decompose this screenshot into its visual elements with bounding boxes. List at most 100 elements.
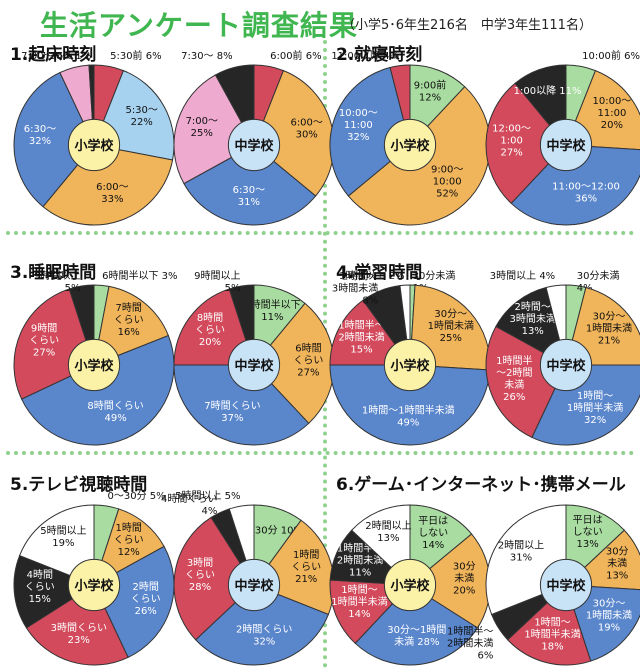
slice-label: 7:30～ 8% [181,51,233,62]
section-title-sleep: 3.睡眠時間 [10,263,97,283]
slice-label: 2時間くらい 26% [131,581,161,617]
pie-center [67,338,121,392]
pie-chart-11: 平日はしない 14%30分未満 20% 30分～1時間未満 28%1時間～ 1時間半未満… [329,504,491,666]
slice-label: 6時間くらい 27% [293,342,323,378]
slice-label: 6時間半以下 3% [102,269,177,282]
pie-slice [173,74,255,185]
slice-label: 30分未満 4% [577,270,620,294]
pie-chart-4: 10:00前 6% 10:00～ 11:00 20% 11:00～12:00 36% 12:… [485,49,640,226]
pie-chart-5: 6時間半以下 3% 7時間くらい 16% 8時間くらい 49% 9時間くらい 27% 9時間以… [13,269,178,446]
pie-center-label: 中学校 [546,578,586,594]
pie-slice [173,516,255,641]
slice-label: 6:00～ 30% [290,118,322,141]
pie-center-label: 小学校 [390,358,430,374]
pie-slice [329,364,491,446]
slice-label: 1:00以降 11% [514,84,582,97]
pie-slice [253,69,335,197]
slice-label: 3時間くらい 23% [51,622,107,646]
slice-label: 1時間くらい 12% [114,522,144,558]
pie-center [539,338,593,392]
pie-slice [354,584,479,666]
slice-label: 30分～ 1時間未満 25% [428,308,474,344]
slice-label: 1時間半～ 2時間未満 6% [447,624,493,661]
pie-chart-12: 平日はしない 13%30分未満 13% 30分～ 1時間未満 19%1時間～ 1時間半未満 1… [447,504,640,666]
slice-label: 6:00前 6% [270,49,322,62]
slice-label: 1時間半～2時間未満 26% [496,354,532,403]
slice-label: 2時間以上 13% [365,520,411,544]
pie-chart-1: 5:30前 6% 5:30～ 22% 6:00～ 33% 6:30～ 32% 7:00～ 6%… [13,49,175,226]
pie-slice [173,364,310,446]
pie-center-label: 中学校 [546,138,586,154]
slice-label: 平日はしない 13% [573,514,603,550]
section-title-study: 4.学習時間 [336,263,423,283]
pie-slice [93,285,170,366]
pie-chart-9: 0～30分 5% 1時間くらい 12% 2時間くらい 26% 3時間くらい 23% 4時間くら… [13,490,175,666]
slice-label: 9時間以上 5% [194,270,240,294]
slice-label: 5:30前 6% [110,49,162,62]
page-title: 生活アンケート調査結果 [40,9,358,42]
page-subtitle: （小学5･6年生216名 中学3年生111名） [342,18,592,33]
pie-chart-2: 6:00前 6% 6:00～ 30% 6:30～ 31% 7:00～ 25% 7:30～ 8%… [173,49,335,226]
pie-center-label: 中学校 [546,358,586,374]
slice-label: 4時間くらい 4% [161,493,217,517]
pie-slice [565,286,640,366]
slice-label: 2時間～ 3時間未満 13% [510,301,556,337]
pie-center [67,118,121,172]
pie-center [383,338,437,392]
section-title-wake: 1.起床時刻 [10,45,97,65]
slice-label: 5時間以上 5% [175,490,240,502]
slice-label: 30分～1時間未満 28% [387,624,446,648]
slice-label: 1時間～ 1時間半未満 14% [331,584,387,620]
slice-label: 11:00以降 4% [331,49,399,62]
pie-center-label: 中学校 [234,138,274,154]
pie-slice [510,144,640,226]
slice-label: 30分未満 13% [606,546,629,582]
slice-label: 6:30～ 31% [233,185,265,208]
slice-label: 2時間くらい 32% [236,623,292,647]
pie-center-label: 小学校 [390,138,430,154]
slice-label: 11:00～12:00 36% [552,182,620,205]
pie-center [227,118,281,172]
slice-label: 30分未満 20% [453,561,476,597]
section-title-bedtime: 2.就寝時刻 [336,45,423,65]
slice-label: 5:30～ 22% [125,105,157,128]
slice-label: 3時間以上 2% [339,270,404,282]
slice-label: 6:30～ 32% [24,124,56,147]
pie-center-label: 中学校 [234,578,274,594]
pie-center [383,118,437,172]
slice-label: 7:00～ 25% [186,116,218,139]
pie-center-label: 中学校 [234,358,274,374]
pie-center [67,558,121,612]
pie-center-label: 小学校 [390,578,430,594]
divider-top [6,231,634,235]
pie-slice [18,504,95,586]
slice-label: 9:00前 12% [414,78,446,103]
slice-label: 1時間くらい 21% [291,549,321,585]
slice-label: 30分～ 1時間未満 21% [586,311,632,347]
slice-label: 7:00～ 6% [21,51,73,62]
slice-label: 10:00～ 11:00 32% [339,108,378,143]
pie-slice [495,286,567,366]
slice-label: 1時間～ 1時間半未満 18% [524,617,580,653]
pie-slice [13,554,96,629]
pie-chart-3: 9:00前 12% 9:00～ 10:00 52% 10:00～ 11:00 32% 11:00… [329,49,491,226]
slice-label: 9:00～ 10:00 52% [431,165,463,200]
pie-slice [42,144,174,226]
slice-label: 1時間～ 1時間半未満 32% [567,390,623,426]
slice-label: 12:00～ 1:00 27% [492,123,531,158]
pie-chart-7: 30分未満1%30分～1時間未満25%1時間～1時間半未満49%1時間半～2時間… [329,270,491,446]
slice-label: 8時間くらい 49% [87,400,143,424]
slice-label: 5時間半以下 11% [244,298,300,323]
pie-center [227,558,281,612]
slice-label: 9時間くらい 27% [29,322,59,358]
pie-center-label: 小学校 [74,138,114,154]
slice-label: 1時間半～ 2時間未満 15% [338,318,384,355]
pie-center [539,118,593,172]
pie-center-label: 小学校 [74,578,114,594]
slice-label: 10:00～ 11:00 20% [592,96,631,131]
pie-slice [183,144,317,226]
pie-center [227,338,281,392]
slice-label: 1時間～1時間半未満 49% [362,403,455,428]
slice-label: 平日はしない 14% [418,515,448,551]
